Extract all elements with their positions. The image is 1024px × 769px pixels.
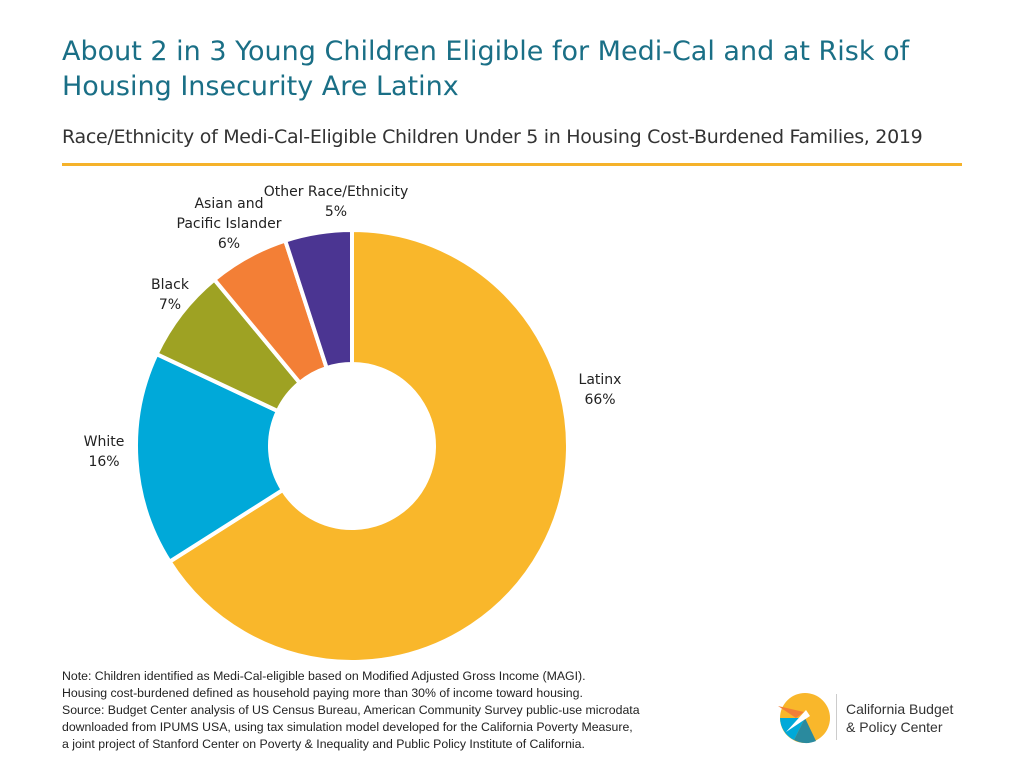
note-line: Source: Budget Center analysis of US Cen… <box>62 703 640 717</box>
note-line: downloaded from IPUMS USA, using tax sim… <box>62 720 633 734</box>
note-line: a joint project of Stanford Center on Po… <box>62 737 585 751</box>
logo-text: California Budget & Policy Center <box>846 700 996 736</box>
slice-other-race-ethnicity <box>282 227 354 371</box>
slice-label: Black 7% <box>151 277 190 313</box>
cbpc-logo-icon <box>778 693 830 744</box>
slice-latinx <box>166 227 570 664</box>
logo-divider <box>836 694 837 740</box>
logo-line-2: & Policy Center <box>846 719 943 735</box>
source-note: Note: Children identified as Medi-Cal-el… <box>62 668 762 753</box>
note-line: Note: Children identified as Medi-Cal-el… <box>62 669 586 683</box>
chart-subtitle: Race/Ethnicity of Medi-Cal-Eligible Chil… <box>62 126 923 148</box>
note-line: Housing cost-burdened defined as househo… <box>62 686 583 700</box>
slice-label: White 16% <box>84 434 125 470</box>
slice-white <box>134 351 286 565</box>
title-divider <box>62 163 962 166</box>
slice-label: Latinx 66% <box>579 372 622 408</box>
logo-line-1: California Budget <box>846 701 954 717</box>
slice-label: Other Race/Ethnicity 5% <box>264 184 409 220</box>
chart-title: About 2 in 3 Young Children Eligible for… <box>62 36 910 102</box>
slice-label: Asian and Pacific Islander 6% <box>177 196 282 252</box>
